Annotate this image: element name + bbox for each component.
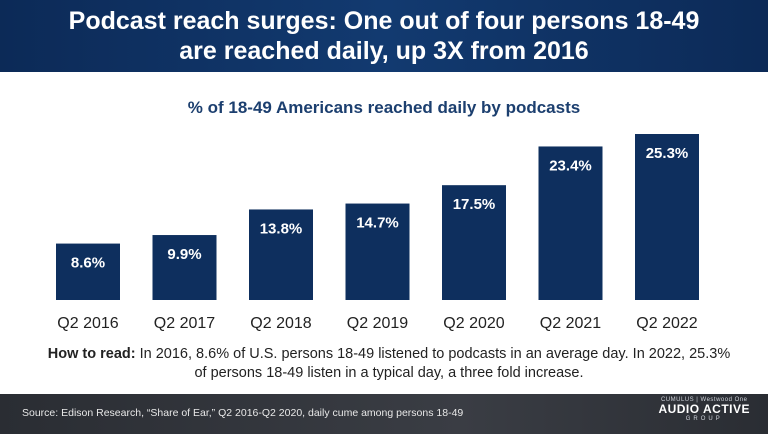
logo-main-text: AUDIO ACTIVE <box>658 402 750 416</box>
source-text: Source: Edison Research, “Share of Ear,”… <box>22 407 464 419</box>
category-label: Q2 2019 <box>347 315 408 332</box>
bar-chart: 8.6% Q2 2016 9.9% Q2 2017 13.8% Q2 2018 14.7% Q… <box>56 134 699 332</box>
chart-title: % of 18-49 Americans reached daily by po… <box>187 98 581 117</box>
bar-q2-2016 <box>56 243 120 300</box>
bar-q2-2018 <box>249 209 313 300</box>
data-label: 17.5% <box>453 196 496 213</box>
footer-bar: Source: Edison Research, “Share of Ear,”… <box>0 394 768 434</box>
category-label: Q2 2016 <box>57 315 118 332</box>
data-label: 23.4% <box>549 157 592 174</box>
bar-q2-2022 <box>635 134 699 300</box>
bar-q2-2020 <box>442 185 506 300</box>
data-label: 9.9% <box>167 246 201 263</box>
category-label: Q2 2021 <box>540 315 601 332</box>
data-label: 8.6% <box>71 255 105 272</box>
data-label: 25.3% <box>646 145 689 162</box>
logo-top-text: CUMULUS | Westwood One <box>660 397 748 403</box>
data-label: 14.7% <box>356 215 399 232</box>
data-label: 13.8% <box>260 220 303 237</box>
bar-q2-2021 <box>538 146 603 300</box>
category-label: Q2 2020 <box>443 315 504 332</box>
note-lead: How to read: <box>47 346 136 362</box>
note-text: In 2016, 8.6% of U.S. persons 18-49 list… <box>135 346 731 381</box>
how-to-read-note: How to read: In 2016, 8.6% of U.S. perso… <box>44 345 734 383</box>
logo-sub-text: GROUP <box>685 416 723 422</box>
header-banner: Podcast reach surges: One out of four pe… <box>0 0 768 72</box>
bar-q2-2019 <box>345 203 410 300</box>
audio-active-logo: CUMULUS | Westwood One AUDIO ACTIVE GROU… <box>658 397 750 422</box>
category-label: Q2 2017 <box>154 315 215 332</box>
bar-q2-2017 <box>152 235 217 300</box>
title-line-1: Podcast reach surges: One out of four pe… <box>68 7 700 35</box>
title-line-2: are reached daily, up 3X from 2016 <box>179 37 589 65</box>
category-label: Q2 2018 <box>250 315 311 332</box>
category-label: Q2 2022 <box>636 315 697 332</box>
